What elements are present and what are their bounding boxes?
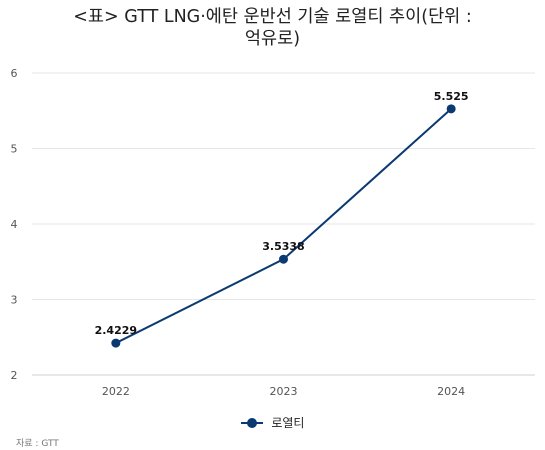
data-point bbox=[279, 254, 288, 264]
series-line bbox=[115, 108, 452, 344]
gridlines bbox=[32, 72, 535, 376]
legend[interactable]: 로열티 bbox=[0, 414, 545, 431]
x-tick-label: 2023 bbox=[270, 385, 298, 398]
x-tick-label: 2024 bbox=[437, 385, 465, 398]
chart-title: <표> GTT LNG·에탄 운반선 기술 로열티 추이(단위 : 억유로) bbox=[20, 6, 525, 50]
data-label: 2.4229 bbox=[95, 324, 137, 337]
legend-marker-icon bbox=[240, 417, 263, 428]
data-point bbox=[446, 104, 456, 114]
chart-title-line-1: <표> GTT LNG·에탄 운반선 기술 로열티 추이(단위 : bbox=[73, 7, 472, 27]
data-labels: 2.4229 3.5338 5.525 bbox=[95, 90, 469, 337]
series-royalty bbox=[111, 104, 456, 348]
data-label: 5.525 bbox=[434, 90, 469, 103]
x-axis-ticks: 2022 2023 2024 bbox=[102, 385, 465, 398]
y-tick-label: 5 bbox=[11, 143, 18, 156]
data-point bbox=[111, 338, 121, 348]
source-note: 자료 : GTT bbox=[16, 439, 59, 449]
y-axis-ticks: 2 3 4 5 6 bbox=[11, 67, 18, 382]
data-label: 3.5338 bbox=[262, 240, 304, 253]
y-tick-label: 3 bbox=[11, 294, 18, 307]
x-tick-label: 2022 bbox=[102, 385, 130, 398]
chart-title-line-2: 억유로) bbox=[244, 29, 301, 49]
y-tick-label: 6 bbox=[11, 67, 18, 80]
y-tick-label: 2 bbox=[11, 369, 18, 382]
legend-label: 로열티 bbox=[271, 416, 305, 430]
y-tick-label: 4 bbox=[11, 218, 18, 231]
